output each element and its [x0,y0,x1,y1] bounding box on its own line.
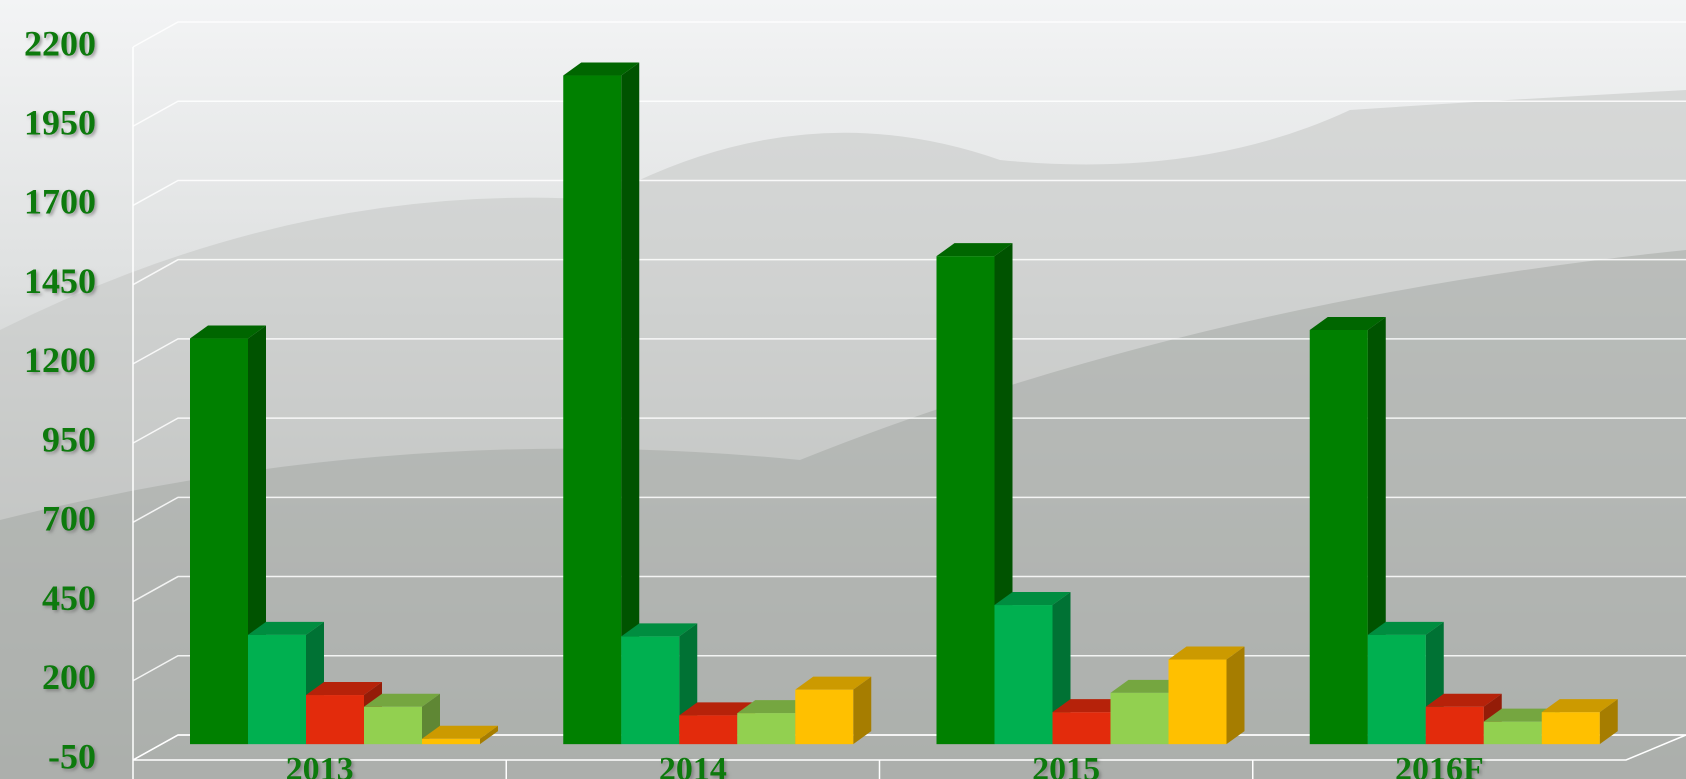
x-tick-label: 2013 [286,751,354,779]
y-tick-label: 450 [42,578,96,618]
bar-front [248,635,306,744]
bar-front [1426,707,1484,744]
y-tick-label: 2200 [24,23,96,63]
bar-front [937,256,995,744]
bar-front [737,713,795,744]
y-tick-label: 1200 [24,340,96,380]
x-tick-label: 2016F [1395,751,1484,779]
bar-front [422,739,480,744]
y-tick-label: 1700 [24,182,96,222]
bar-front [1310,330,1368,744]
bar-front [1169,660,1227,745]
y-tick-label: 1450 [24,261,96,301]
y-tick-label: 1950 [24,102,96,142]
bar [795,677,871,745]
y-tick-label: -50 [48,736,96,776]
bar-front [563,76,621,745]
y-tick-label: 950 [42,419,96,459]
y-tick-label: 200 [42,657,96,697]
chart: -50 200 450 700 950 1200 1450 1700 1950 2200 2013 2… [0,0,1686,779]
bar-front [1368,635,1426,744]
bar-front [1053,712,1111,744]
x-tick-label: 2014 [659,751,727,779]
bar-front [795,690,853,745]
bar-front [306,695,364,744]
page: {"chart_data": {"type": "bar3d", "catego… [0,0,1686,779]
x-tick-label: 2015 [1032,751,1100,779]
bar [1169,647,1245,745]
bar-side [1227,647,1245,745]
bar-front [1484,722,1542,744]
bar-front [995,605,1053,744]
bar-front [1542,712,1600,744]
bar-front [1111,693,1169,744]
bar [1542,699,1618,744]
bar-front [679,715,737,744]
y-tick-label: 700 [42,499,96,539]
bar-front [621,636,679,744]
bar-front [364,707,422,744]
bar-front [190,339,248,745]
